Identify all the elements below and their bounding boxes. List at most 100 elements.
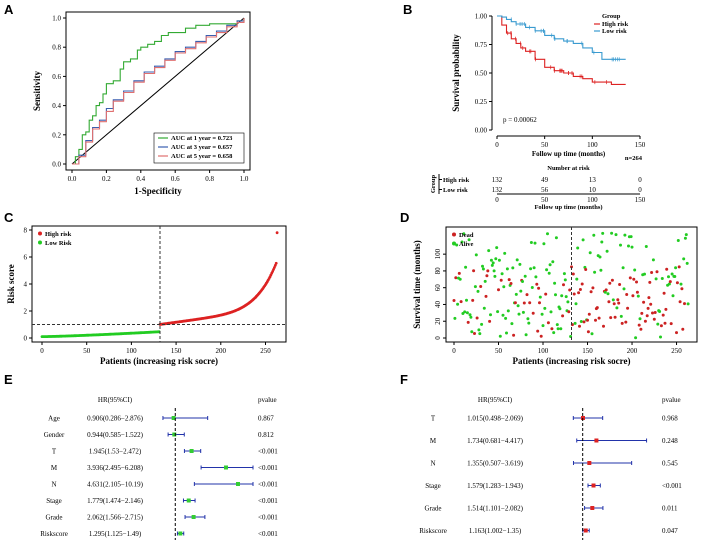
forest-row-pvalue: 0.968 — [662, 415, 678, 423]
panel-label-b: B — [403, 2, 412, 17]
surv-point — [684, 233, 688, 237]
surv-x-tick-label: 250 — [671, 347, 682, 355]
surv-point — [685, 261, 689, 265]
surv-point — [675, 331, 678, 335]
surv-point — [629, 235, 633, 239]
forest-hr-marker — [191, 515, 196, 519]
forest-row-label: Riskscore — [40, 530, 68, 538]
km-legend-label: High risk — [602, 21, 629, 28]
surv-point — [486, 269, 490, 273]
surv-point — [554, 293, 557, 297]
km-legend-label: Low risk — [602, 28, 627, 35]
km-legend-title: Group — [602, 13, 621, 20]
panel-label-a: A — [4, 2, 14, 17]
km-y-tick-label: 0.50 — [475, 70, 488, 78]
surv-point — [481, 267, 485, 271]
risk-point — [273, 266, 276, 269]
surv-point — [662, 291, 666, 295]
km-n-total: n=264 — [625, 155, 643, 162]
surv-point — [642, 300, 646, 304]
surv-point — [553, 281, 557, 285]
surv-point — [681, 327, 685, 331]
surv-point — [511, 266, 515, 270]
surv-point — [496, 310, 500, 314]
surv-y-tick-label: 100 — [434, 248, 442, 259]
surv-point — [456, 302, 460, 306]
surv-point — [663, 321, 667, 325]
surv-point — [476, 289, 480, 293]
forest-row-label: M — [51, 464, 58, 472]
forest-hr-marker — [186, 498, 191, 503]
roc-x-tick-label: 0.2 — [102, 175, 111, 183]
surv-point — [630, 245, 634, 249]
surv-point — [571, 272, 575, 276]
surv-point — [501, 313, 505, 317]
surv-point — [561, 314, 565, 318]
surv-point — [676, 239, 680, 242]
panel-label-f: F — [400, 372, 408, 387]
surv-point — [619, 243, 622, 247]
surv-y-axis-label: Survival time (months) — [412, 240, 422, 329]
forest-row-hr: 3.936(2.495−6.208) — [87, 464, 144, 472]
roc-y-tick-label: 1.0 — [52, 15, 61, 23]
surv-point — [590, 332, 594, 336]
surv-point — [604, 288, 608, 292]
km-risk-table-group-label: Group — [430, 174, 437, 193]
surv-point — [610, 278, 614, 282]
risk-score-chart: 0 50 100 150 200 250 0 2 4 6 8 Patients (increasing… — [6, 225, 287, 366]
surv-point — [521, 280, 524, 283]
surv-point — [613, 315, 617, 319]
km-y-tick-label: 0.75 — [475, 41, 488, 49]
surv-point — [548, 263, 552, 267]
surv-point — [544, 292, 548, 296]
forest-header-hr: HR(95%CI) — [98, 396, 133, 404]
roc-frame — [65, 11, 251, 171]
forest-header-hr: HR(95%CI) — [478, 396, 513, 404]
surv-point — [639, 327, 643, 331]
surv-point — [537, 286, 541, 290]
surv-point — [493, 274, 497, 278]
surv-point — [487, 249, 491, 253]
surv-point — [528, 301, 532, 305]
km-x-tick-label: 0 — [495, 141, 499, 149]
surv-point — [559, 327, 563, 331]
surv-point — [545, 268, 549, 272]
surv-x-axis-label: Patients (increasing risk socre) — [513, 356, 631, 366]
surv-point — [478, 332, 482, 336]
surv-point — [591, 286, 595, 290]
km-risk-cell: 49 — [541, 176, 549, 184]
surv-point — [469, 315, 473, 319]
surv-point — [664, 307, 668, 311]
km-risk-cell: 0 — [638, 186, 642, 194]
surv-point — [485, 274, 489, 278]
surv-point — [640, 311, 644, 315]
km-x-tick-label: 150 — [635, 141, 646, 149]
risk-legend-dot — [38, 240, 42, 245]
roc-legend-label: AUC at 3 year = 0.657 — [171, 144, 233, 151]
surv-point — [504, 316, 508, 320]
surv-point — [653, 311, 657, 314]
forest-row-hr: 0.906(0.286−2.876) — [87, 415, 144, 423]
surv-point — [643, 272, 646, 276]
surv-point — [575, 277, 579, 281]
km-risk-row-label: Low risk — [443, 187, 468, 194]
forest-row-hr: 1.514(1.101−2.082) — [467, 505, 524, 513]
surv-point — [562, 272, 566, 276]
surv-point — [546, 321, 550, 325]
forest-row-pvalue: 0.867 — [258, 415, 274, 423]
surv-point — [512, 333, 516, 337]
surv-point — [652, 317, 656, 321]
km-risk-x-tick-label: 100 — [587, 196, 598, 204]
roc-diagonal — [71, 17, 245, 165]
roc-line-3 — [72, 18, 245, 165]
surv-point — [526, 317, 530, 321]
forest-hr-marker — [590, 506, 595, 510]
surv-point — [619, 314, 623, 318]
surv-y-tick-label: 80 — [434, 267, 442, 275]
surv-point — [542, 242, 546, 246]
forest-header-pvalue: pvalue — [258, 396, 277, 404]
surv-y-tick-label: 20 — [434, 317, 442, 325]
forest-hr-marker — [235, 482, 240, 486]
surv-point — [473, 332, 476, 335]
